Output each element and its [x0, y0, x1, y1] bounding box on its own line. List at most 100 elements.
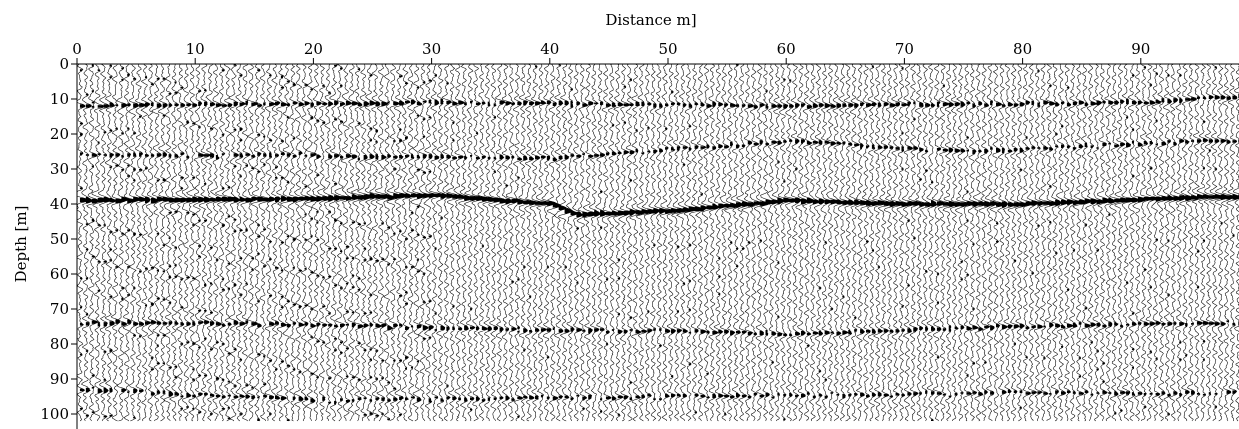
trace-fill: [1061, 345, 1064, 348]
trace-fill: [871, 393, 876, 397]
trace-fill: [328, 401, 331, 404]
trace-fill: [257, 152, 262, 156]
trace-fill: [257, 104, 263, 107]
trace-fill: [280, 102, 287, 106]
trace-fill: [540, 155, 546, 159]
trace-fill: [1037, 391, 1043, 394]
trace-fill: [1043, 146, 1049, 150]
trace-fill: [753, 393, 758, 396]
wiggle-trace: [369, 64, 386, 422]
trace-fill: [1114, 144, 1120, 148]
trace-fill: [162, 114, 166, 117]
trace-fill: [405, 397, 409, 400]
trace-fill: [558, 205, 567, 211]
trace-fill: [91, 106, 95, 108]
trace-fill: [605, 152, 610, 155]
trace-fill: [127, 73, 130, 77]
wiggle-trace: [104, 64, 117, 422]
trace-fill: [871, 249, 874, 252]
trace-fill: [1149, 84, 1152, 86]
trace-fill: [1025, 100, 1030, 105]
trace-fill: [700, 102, 705, 106]
trace-fill: [605, 343, 608, 345]
trace-fill: [777, 104, 783, 108]
trace-fill: [682, 282, 685, 285]
trace-fill: [109, 259, 112, 261]
trace-fill: [334, 400, 337, 405]
trace-fill: [523, 349, 526, 351]
trace-fill: [198, 101, 202, 106]
wiggle-trace: [1097, 64, 1111, 422]
trace-fill: [517, 330, 520, 333]
trace-fill: [777, 332, 783, 337]
trace-fill: [818, 198, 825, 204]
trace-fill: [198, 346, 201, 349]
trace-fill: [854, 103, 859, 108]
trace-fill: [1202, 321, 1209, 325]
trace-fill: [883, 145, 888, 149]
trace-fill: [865, 200, 873, 206]
x-tick-label: 40: [540, 40, 559, 58]
trace-fill: [1167, 393, 1171, 397]
wiggle-trace: [790, 64, 802, 422]
wiggle-trace: [942, 64, 958, 422]
trace-fill: [1078, 392, 1084, 395]
trace-fill: [765, 393, 770, 397]
trace-fill: [393, 140, 396, 142]
trace-fill: [1061, 199, 1069, 205]
trace-fill: [369, 376, 373, 379]
trace-fill: [292, 267, 295, 269]
trace-fill: [280, 269, 284, 272]
trace-fill: [257, 300, 260, 302]
trace-fill: [79, 323, 84, 326]
trace-fill: [150, 83, 154, 85]
trace-fill: [517, 415, 520, 418]
trace-fill: [960, 101, 966, 107]
wiggle-trace: [1050, 64, 1062, 422]
trace-fill: [1220, 322, 1226, 326]
trace-fill: [369, 139, 372, 141]
trace-fill: [227, 215, 231, 218]
wiggle-trace: [181, 64, 195, 422]
wiggle-trace: [872, 64, 888, 422]
trace-fill: [334, 324, 339, 328]
trace-fill: [487, 397, 491, 401]
trace-fill: [434, 312, 437, 315]
trace-fill: [139, 197, 147, 202]
trace-fill: [410, 154, 415, 159]
trace-fill: [79, 388, 85, 392]
trace-fill: [180, 103, 185, 107]
trace-fill: [109, 248, 112, 251]
trace-fill: [535, 155, 540, 160]
trace-fill: [251, 257, 254, 260]
trace-fill: [198, 90, 202, 92]
trace-fill: [91, 411, 95, 414]
trace-fill: [499, 198, 508, 204]
trace-fill: [824, 199, 833, 204]
x-tick-label: 60: [777, 40, 796, 58]
trace-fill: [546, 155, 550, 161]
trace-fill: [269, 322, 275, 326]
trace-fill: [635, 330, 642, 334]
wiggle-trace: [689, 64, 704, 422]
trace-fill: [706, 330, 710, 334]
trace-fill: [594, 154, 600, 157]
y-tick-label: 50: [50, 230, 69, 248]
trace-fill: [1025, 392, 1031, 395]
wiggle-trace: [546, 64, 562, 422]
trace-fill: [127, 164, 130, 167]
trace-fill: [393, 323, 398, 328]
trace-fill: [487, 156, 491, 160]
trace-fill: [357, 342, 361, 344]
wiggle-trace: [777, 64, 793, 422]
trace-fill: [505, 155, 510, 160]
trace-fill: [670, 147, 675, 151]
trace-fill: [653, 208, 661, 214]
trace-fill: [682, 146, 688, 149]
trace-fill: [730, 395, 735, 399]
trace-fill: [340, 120, 343, 123]
trace-fill: [812, 331, 819, 335]
trace-fill: [824, 141, 831, 144]
trace-fill: [221, 134, 225, 136]
trace-fill: [334, 64, 338, 67]
